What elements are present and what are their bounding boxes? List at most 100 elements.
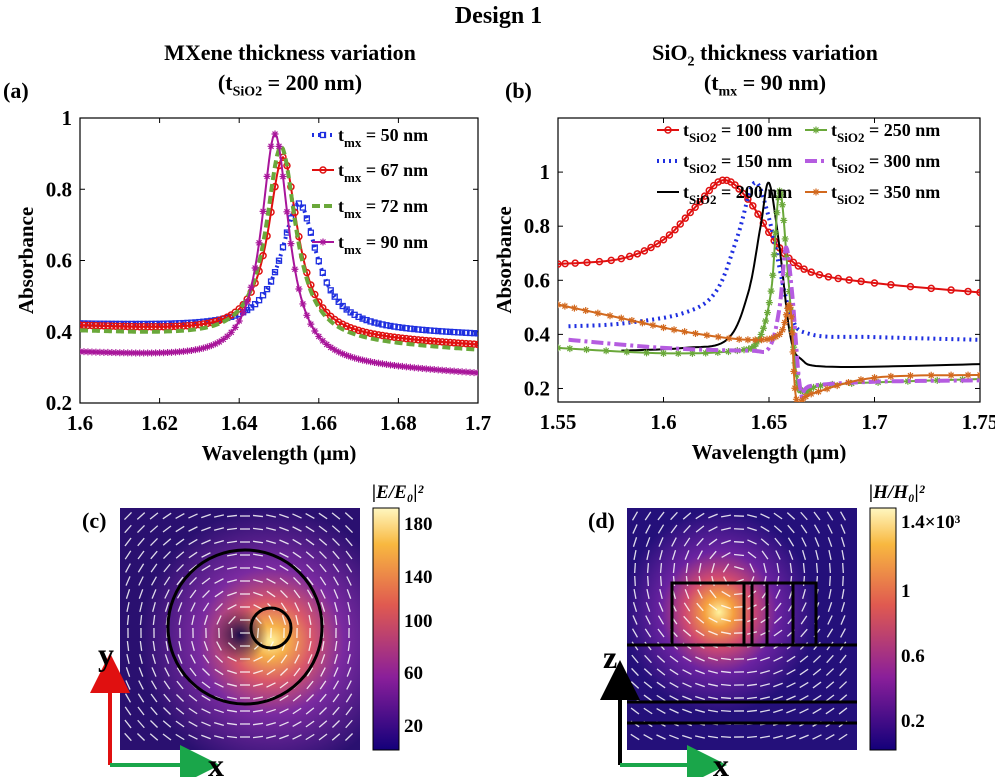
field-arrow (347, 653, 351, 665)
field-arrow (279, 721, 289, 727)
data-marker (394, 333, 403, 342)
field-arrow (345, 719, 353, 729)
field-arrow (839, 654, 847, 664)
field-arrow (657, 524, 665, 534)
data-marker (199, 344, 207, 352)
axis-label-x: x (713, 747, 729, 777)
data-marker (558, 301, 562, 309)
chart-b-absorbance-sio2: 1.55 1.6 1.65 1.7 1.75 0.2 0.4 0.6 0.8 1 Wavelengt… (495, 117, 995, 464)
field-arrow (137, 563, 145, 573)
data-marker (411, 325, 418, 333)
data-marker (414, 336, 423, 344)
field-arrow (292, 526, 302, 532)
data-marker (714, 333, 722, 341)
field-arrow (228, 615, 236, 625)
data-marker (295, 285, 303, 293)
field-arrow (175, 707, 185, 715)
colorbar-c-tick: 60 (404, 663, 423, 684)
field-arrow (812, 681, 822, 689)
data-marker (812, 188, 820, 196)
data-marker (406, 335, 415, 343)
field-arrow (801, 550, 807, 560)
field-arrow (226, 696, 238, 700)
data-marker (148, 349, 156, 357)
field-arrow (669, 695, 679, 701)
field-arrow (137, 524, 145, 534)
field-arrow (188, 564, 198, 572)
data-marker (183, 322, 192, 330)
legend-label: tSiO2 = 200 nm (683, 182, 792, 207)
x-tick-label: 1.6 (650, 410, 676, 434)
field-arrow (772, 735, 784, 739)
data-marker (723, 176, 731, 185)
y-tick-label: 0.2 (524, 376, 550, 400)
field-arrow (760, 656, 770, 662)
field-arrow (659, 562, 663, 574)
field-arrow (281, 615, 287, 625)
data-marker (287, 240, 295, 248)
field-arrow (707, 709, 719, 713)
data-marker (80, 348, 88, 356)
data-marker (100, 348, 108, 356)
data-marker (705, 186, 714, 195)
field-arrow (279, 526, 289, 532)
field-arrow (163, 693, 171, 703)
data-marker (649, 321, 657, 329)
data-marker (976, 288, 980, 297)
field-arrow (318, 707, 328, 715)
data-marker (127, 322, 136, 331)
field-arrow (827, 615, 833, 625)
data-marker (791, 359, 799, 367)
data-marker (594, 309, 602, 317)
data-marker (786, 303, 794, 311)
data-marker (128, 349, 136, 357)
legend-entry: tmx = 90 nm (312, 232, 428, 257)
data-marker (770, 251, 778, 259)
panel-c-field-map: |E/E₀|² 180 140 100 60 20 y x (90, 482, 433, 777)
field-arrow (226, 709, 238, 713)
data-marker (152, 349, 160, 357)
data-marker (791, 384, 799, 392)
field-arrow (746, 657, 758, 661)
field-arrow (827, 524, 833, 534)
data-marker (187, 346, 195, 354)
data-marker (772, 333, 780, 341)
field-arrow (644, 628, 652, 638)
data-marker (434, 337, 442, 346)
data-marker (800, 265, 808, 273)
data-marker (120, 322, 128, 331)
field-arrow (189, 589, 197, 599)
field-arrow (279, 564, 289, 572)
data-marker (752, 340, 760, 348)
field-arrow (265, 527, 277, 531)
field-arrow (333, 667, 339, 677)
data-marker (391, 323, 398, 330)
field-arrow (293, 589, 301, 599)
field-arrow (318, 733, 328, 741)
data-marker (395, 324, 402, 331)
data-marker (725, 334, 733, 342)
field-arrow (253, 591, 263, 597)
field-arrow (657, 615, 665, 625)
field-arrow (773, 512, 783, 520)
field-arrow (188, 538, 198, 546)
data-marker (443, 328, 450, 335)
figure-title: Design 1 (454, 3, 543, 29)
data-marker (427, 327, 434, 334)
field-arrow (720, 514, 732, 518)
data-marker (906, 372, 914, 380)
field-arrow (227, 642, 237, 650)
data-marker (104, 322, 112, 330)
data-marker (474, 340, 478, 349)
data-marker (681, 328, 689, 336)
data-marker (583, 346, 591, 354)
field-arrow (137, 537, 145, 547)
field-arrow (293, 576, 301, 586)
data-marker (794, 262, 803, 270)
legend-label: tmx = 90 nm (338, 232, 428, 257)
field-arrow (800, 524, 808, 534)
field-arrow (786, 734, 796, 740)
field-arrow (265, 735, 277, 739)
data-marker (964, 287, 972, 296)
data-marker (458, 339, 466, 348)
